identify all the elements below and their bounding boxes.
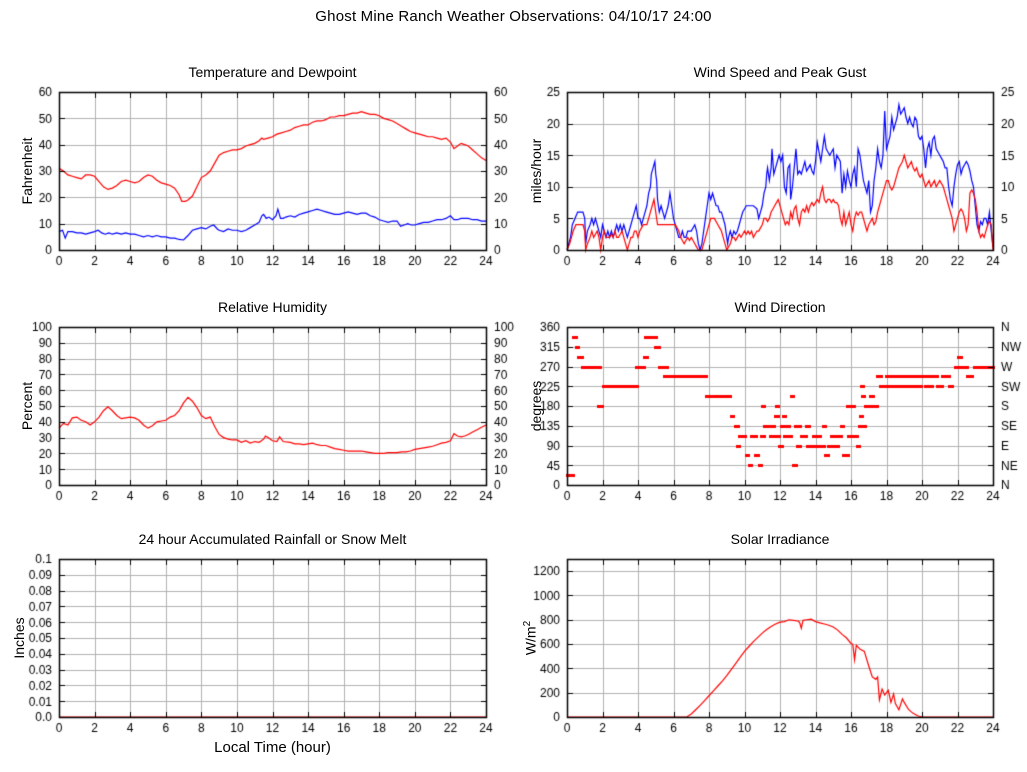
- y-axis-label-w-per-m2-text: W/m: [522, 626, 539, 656]
- page-title: Ghost Mine Ranch Weather Observations: 0…: [315, 8, 712, 25]
- chart-title-temperature-dewpoint: Temperature and Dewpoint: [188, 64, 357, 80]
- y-axis-label-w-per-m2: W/m2: [519, 568, 539, 708]
- y-axis-label-w-per-m2-sup: 2: [522, 620, 533, 627]
- chart-title-wind-direction: Wind Direction: [734, 299, 826, 315]
- y-axis-label-degrees: degrees: [528, 380, 544, 432]
- y-axis-label-fahrenheit: Fahrenheit: [19, 137, 35, 205]
- y-axis-label-inches: Inches: [11, 617, 27, 659]
- chart-title-solar-irradiance: Solar Irradiance: [730, 531, 830, 547]
- chart-title-rainfall: 24 hour Accumulated Rainfall or Snow Mel…: [138, 531, 407, 547]
- y-axis-label-miles-hour: miles/hour: [528, 138, 544, 204]
- x-axis-label-local-time: Local Time (hour): [214, 739, 331, 756]
- chart-title-wind-speed-gust: Wind Speed and Peak Gust: [693, 64, 867, 80]
- chart-title-relative-humidity: Relative Humidity: [218, 299, 327, 315]
- y-axis-label-percent: Percent: [19, 381, 35, 431]
